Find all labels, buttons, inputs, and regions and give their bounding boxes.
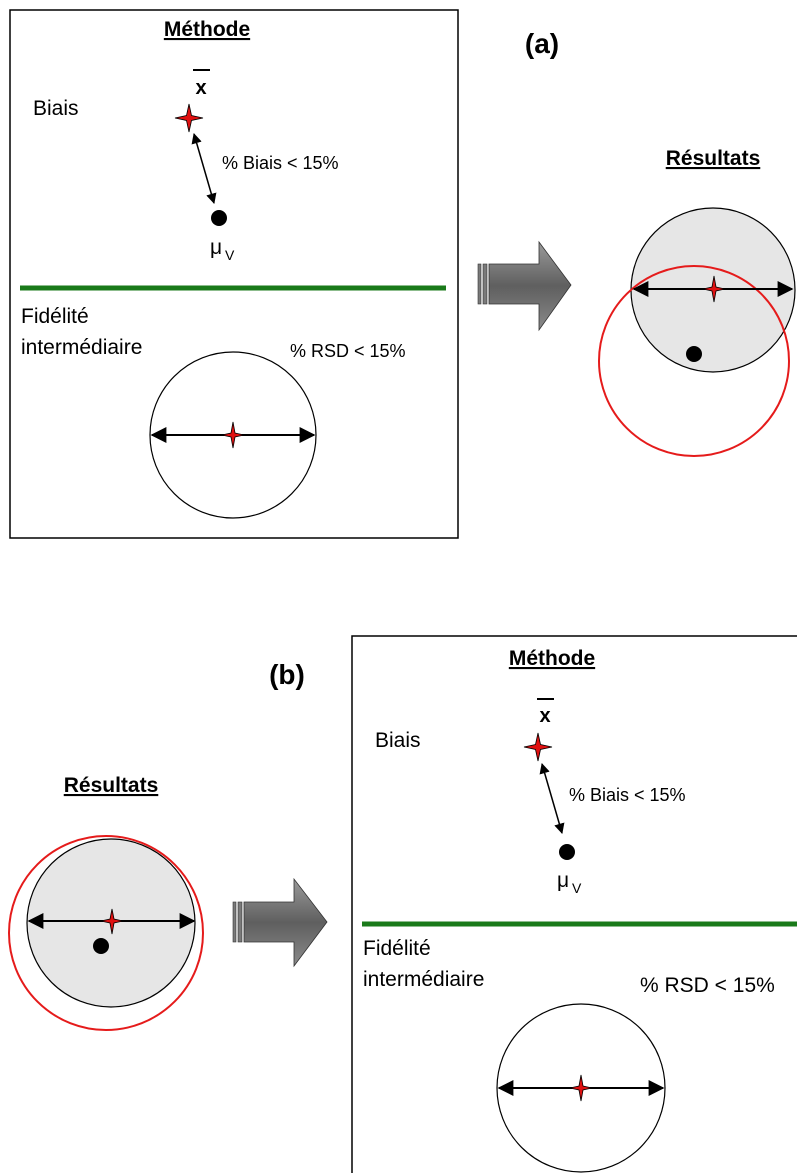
panel-b: Méthode Biais x % Biais < 15% μ V Fidéli… [8, 635, 797, 1173]
bias-label-a: Biais [33, 97, 79, 120]
true-value-dot-a [211, 210, 227, 226]
bias-arrow-a [191, 132, 217, 205]
results-star-icon-b [100, 908, 124, 935]
panel-label-b: (b) [269, 659, 305, 690]
fidelity-line2-b: intermédiaire [363, 968, 484, 991]
method-title-b: Méthode [509, 647, 595, 670]
fidelity-line1-b: Fidélité [363, 937, 431, 960]
block-arrow-b [232, 877, 328, 968]
bias-label-b: Biais [375, 729, 421, 752]
panel-a: Méthode Biais x % Biais < 15% μ V Fidéli… [9, 9, 796, 539]
mean-star-icon-b [523, 732, 553, 762]
results-dot-b [93, 938, 109, 954]
mu-subscript-b: V [572, 880, 582, 896]
xbar-symbol-a: x [195, 77, 206, 99]
results-dot-a [686, 346, 702, 362]
bias-text-a: % Biais < 15% [222, 153, 339, 173]
precision-star-icon-b [569, 1074, 593, 1102]
bias-text-b: % Biais < 15% [569, 785, 686, 805]
mean-star-icon-a [174, 103, 204, 133]
fidelity-line1-a: Fidélité [21, 305, 89, 328]
block-arrow-a [477, 240, 572, 332]
precision-circle-a [149, 351, 317, 519]
rsd-text-b: % RSD < 15% [640, 974, 775, 997]
precision-star-icon-a [221, 421, 245, 449]
results-red-circle-a [598, 265, 790, 457]
results-red-circle-b [8, 835, 204, 1031]
bias-arrow-b [539, 762, 565, 835]
results-title-a: Résultats [666, 147, 761, 170]
method-box-b [351, 635, 797, 1173]
precision-circle-b-outline [496, 1003, 666, 1173]
results-title-b: Résultats [64, 774, 159, 797]
rsd-text-a: % RSD < 15% [290, 341, 406, 361]
results-star-icon-a [702, 275, 726, 303]
fidelity-line2-a: intermédiaire [21, 336, 142, 359]
panel-label-a: (a) [525, 28, 559, 59]
method-box-a [9, 9, 459, 539]
method-title-a: Méthode [164, 18, 250, 41]
mu-symbol-a: μ [210, 236, 222, 259]
true-value-dot-b [559, 844, 575, 860]
mu-symbol-b: μ [557, 869, 569, 892]
mu-subscript-a: V [225, 247, 235, 263]
xbar-symbol-b: x [539, 705, 550, 727]
